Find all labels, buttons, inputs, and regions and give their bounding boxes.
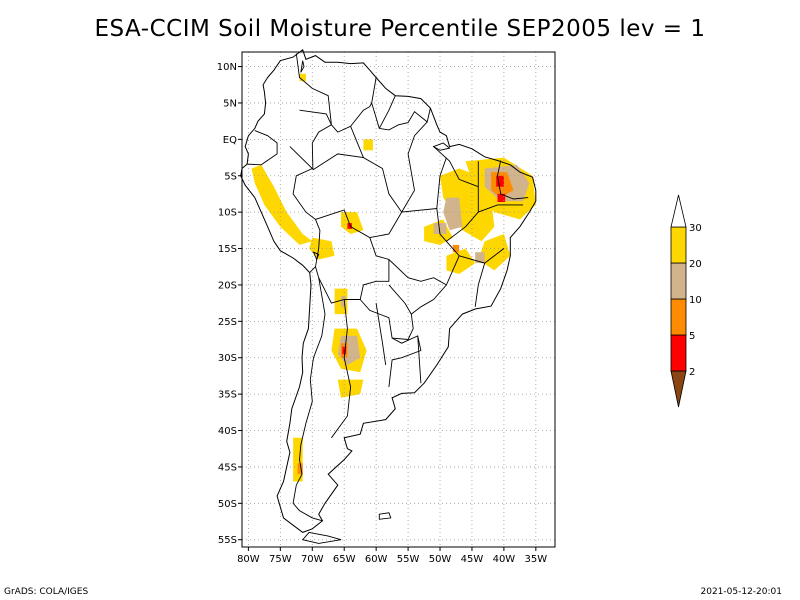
y-tick-label: 25S [218, 317, 237, 328]
political-border [388, 335, 422, 387]
political-border [315, 209, 390, 304]
percentile-region [478, 234, 511, 271]
political-border [295, 53, 332, 170]
colorbar-segment [670, 298, 687, 336]
political-border [246, 130, 278, 166]
y-tick-label: 5N [223, 98, 237, 109]
x-tick-label: 35W [525, 554, 548, 565]
x-tick-label: 65W [333, 554, 356, 565]
colorbar-label: 30 [689, 223, 702, 234]
political-border [375, 303, 387, 366]
map-title: ESA-CCIM Soil Moisture Percentile SEP200… [94, 16, 706, 42]
political-border [378, 95, 396, 129]
y-tick-label: 55S [218, 535, 237, 546]
footer-timestamp: 2021-05-12-20:01 [700, 587, 783, 597]
political-border [478, 204, 524, 213]
political-border [292, 277, 326, 522]
y-tick-label: 15S [218, 244, 237, 255]
longitude-ticks: 80W 75W 70W 65W 60W 55W 50W 45W 40W 35W [237, 547, 547, 565]
y-tick-label: 40S [218, 426, 237, 437]
y-tick-label: 20S [218, 280, 237, 291]
political-border [331, 299, 352, 439]
grid-lines [242, 52, 555, 547]
island-outline [301, 531, 342, 544]
x-tick-label: 80W [237, 554, 260, 565]
political-border [417, 335, 422, 384]
continent-coastline [240, 48, 537, 533]
percentile-region [363, 139, 373, 151]
y-tick-label: 10S [218, 208, 237, 219]
island-outline [378, 512, 392, 520]
x-tick-label: 50W [429, 554, 452, 565]
y-tick-label: 5S [224, 171, 237, 182]
island-outline [432, 142, 451, 151]
political-border [331, 102, 373, 133]
political-border [401, 121, 428, 213]
colorbar: 2 5 10 20 30 [670, 194, 702, 408]
percentile-region [443, 197, 463, 231]
coastlines [240, 48, 537, 544]
y-tick-label: 30S [218, 353, 237, 364]
political-border [497, 160, 529, 200]
colorbar-segment [670, 334, 687, 372]
y-tick-label: 50S [218, 499, 237, 510]
political-border [350, 126, 364, 158]
map-frame [241, 51, 556, 548]
x-tick-label: 75W [269, 554, 292, 565]
colorbar-label: 10 [689, 295, 702, 306]
percentile-region [497, 193, 506, 202]
y-tick-label: 35S [218, 390, 237, 401]
colorbar-segment [670, 370, 687, 408]
x-tick-label: 70W [301, 554, 324, 565]
political-border [359, 284, 414, 340]
y-tick-label: 45S [218, 462, 237, 473]
colorbar-label: 20 [689, 259, 702, 270]
percentile-region [341, 212, 364, 234]
colorbar-segment [670, 262, 687, 300]
x-tick-label: 60W [365, 554, 388, 565]
island-outline [300, 60, 305, 73]
percentile-region [347, 223, 352, 229]
political-border [312, 153, 403, 213]
colorbar-segment [670, 194, 687, 228]
colorbar-label: 5 [689, 331, 695, 342]
colorbar-label: 2 [689, 367, 695, 378]
political-border [299, 109, 332, 125]
percentile-region [309, 237, 335, 260]
political-border [474, 262, 486, 307]
percentile-region [446, 248, 476, 274]
x-tick-label: 40W [493, 554, 516, 565]
political-border [436, 157, 447, 209]
percentile-region [251, 164, 313, 245]
colorbar-segment [670, 226, 687, 264]
island-outline [312, 251, 320, 261]
y-tick-label: 10N [217, 62, 237, 73]
x-tick-label: 55W [397, 554, 420, 565]
y-tick-label: EQ [223, 135, 237, 146]
soil-moisture-fill [251, 73, 536, 482]
footer-credit: GrADS: COLA/IGES [4, 587, 89, 597]
latitude-ticks: 10N 5N EQ 5S 10S 15S 20S 25S 30S 35S 40S 45S 50S 55S [217, 62, 242, 546]
percentile-region [475, 252, 485, 264]
political-border [433, 146, 479, 188]
political-border [371, 77, 431, 131]
x-tick-label: 45W [461, 554, 484, 565]
political-border [388, 259, 447, 286]
